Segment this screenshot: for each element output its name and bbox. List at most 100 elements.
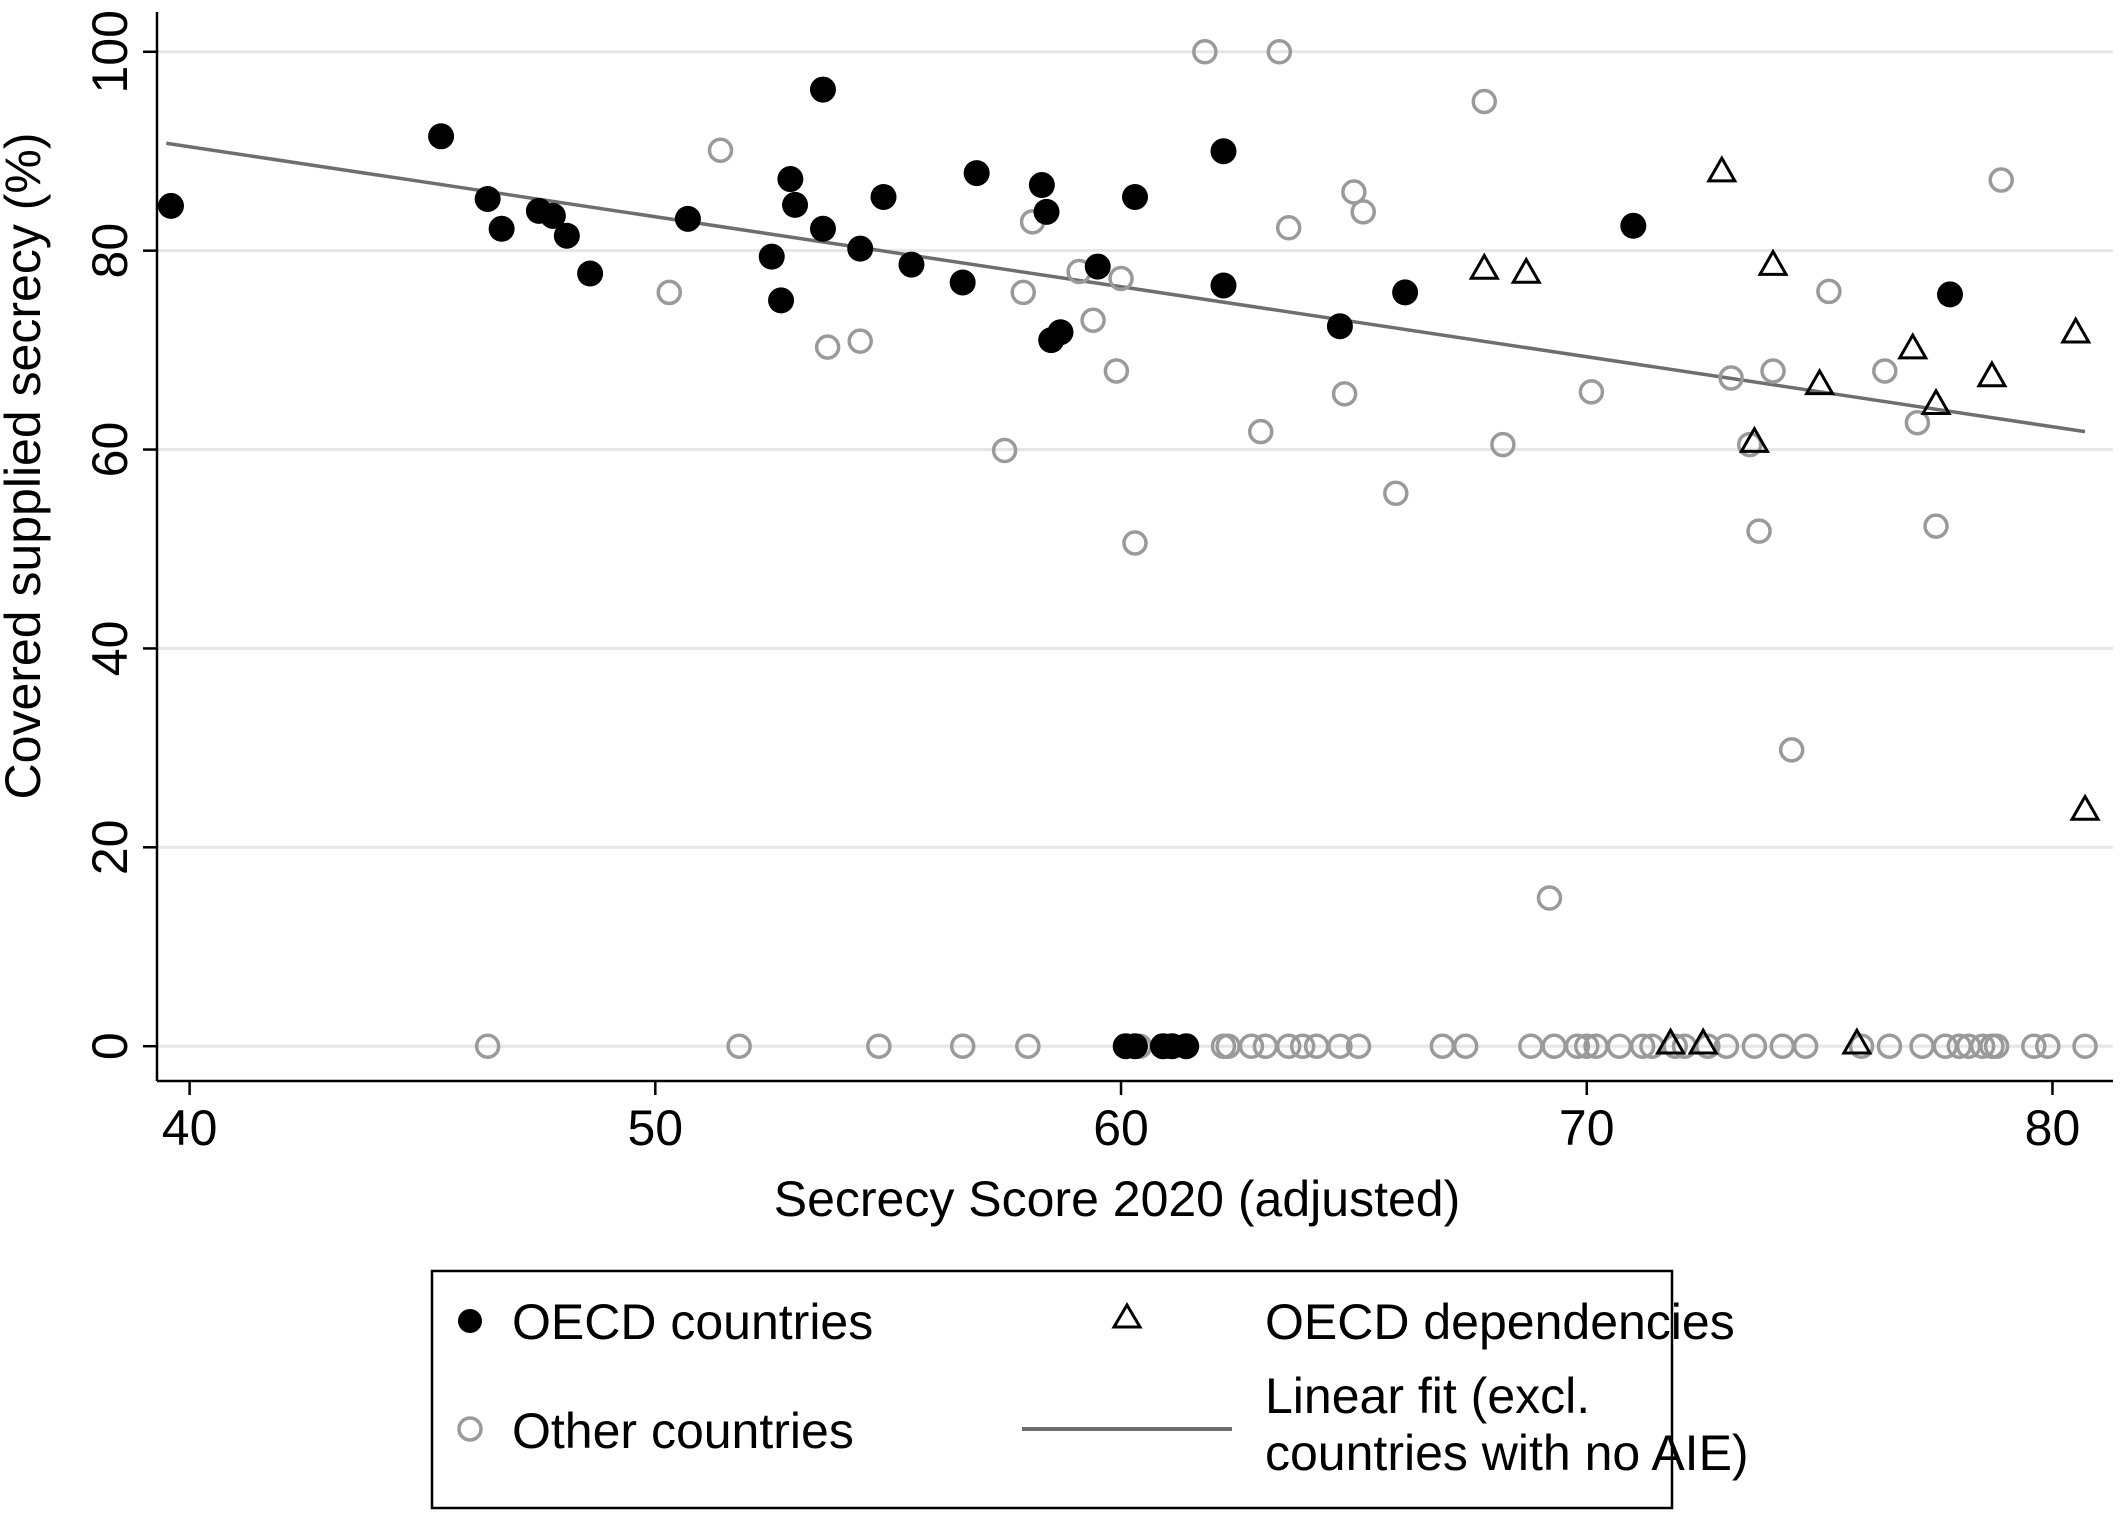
point-other-country [1662, 1033, 1688, 1059]
point-oecd-country [1210, 272, 1237, 299]
point-other-country [1713, 1033, 1740, 1059]
point-other-country [1122, 530, 1148, 556]
point-oecd-country [758, 243, 785, 270]
legend-marker-oecd-dependencies [1111, 1302, 1143, 1329]
point-oecd-country [1122, 183, 1148, 210]
legend-label-linear-fit-line1: Linear fit (excl. [1265, 1368, 1590, 1424]
point-other-country [866, 1033, 892, 1059]
y-tick-label: 40 [82, 621, 138, 677]
point-oecd-country [1047, 319, 1074, 346]
point-other-country [1490, 431, 1516, 458]
point-other-country [1736, 431, 1763, 458]
point-other-country [1266, 39, 1293, 65]
point-other-country [1583, 1033, 1609, 1059]
point-other-country [1988, 167, 2014, 193]
point-other-country [1718, 365, 1744, 391]
point-oecd-dependency [1706, 155, 1738, 183]
point-other-country [2072, 1033, 2098, 1059]
point-oecd-dependency [1510, 256, 1542, 284]
point-other-country [1383, 480, 1409, 507]
point-other-country [1792, 1033, 1819, 1059]
axes [155, 12, 2113, 1083]
point-other-country [1746, 518, 1772, 544]
point-other-country [474, 1033, 501, 1059]
point-other-country [1215, 1033, 1241, 1059]
point-oecd-country [1937, 281, 1963, 308]
point-oecd-dependency [2060, 316, 2092, 344]
point-oecd-country [157, 192, 184, 219]
point-other-country [1909, 1033, 1935, 1059]
point-oecd-country [1620, 212, 1647, 239]
point-other-country [1103, 358, 1130, 384]
x-tick-label: 80 [2025, 1100, 2081, 1156]
point-oecd-dependency [1897, 332, 1929, 360]
point-oecd-country [777, 166, 804, 193]
x-tick-label: 40 [162, 1100, 218, 1156]
grid-lines [157, 50, 2113, 1048]
x-tick-label: 60 [1093, 1100, 1149, 1156]
point-other-country [1471, 88, 1498, 115]
point-other-country [1629, 1033, 1656, 1059]
point-oecd-country [963, 160, 990, 187]
y-tick-label: 80 [82, 223, 138, 279]
point-oecd-country [1084, 253, 1111, 280]
legend-label-oecd-countries: OECD countries [512, 1294, 873, 1350]
point-oecd-dependency [1738, 425, 1770, 453]
point-oecd-country [1033, 198, 1060, 225]
legend-marker-other-countries [457, 1416, 483, 1442]
point-other-country [1564, 1033, 1591, 1059]
point-other-country [949, 1033, 976, 1059]
point-other-country [726, 1033, 752, 1059]
y-tick-label: 100 [82, 10, 138, 93]
point-other-country [814, 334, 841, 360]
point-oecd-country [768, 287, 795, 314]
point-oecd-country [949, 269, 976, 296]
data-points-layer [157, 39, 2101, 1060]
point-other-country [1252, 1033, 1279, 1059]
point-other-country [1741, 1033, 1768, 1059]
point-other-country [1872, 358, 1898, 384]
point-other-country [1345, 1033, 1372, 1059]
point-other-country [1015, 1033, 1041, 1059]
point-oecd-country [1210, 138, 1237, 165]
point-other-country [991, 437, 1018, 464]
point-other-country [1876, 1033, 1903, 1059]
point-other-country [1848, 1033, 1875, 1059]
legend-label-linear-fit-line2: countries with no AIE) [1265, 1425, 1749, 1481]
point-other-country [1289, 1033, 1316, 1059]
legend-label-oecd-dependencies: OECD dependencies [1265, 1294, 1735, 1350]
point-other-country [1247, 418, 1274, 445]
point-oecd-dependency [1687, 1027, 1719, 1055]
point-other-country [1778, 737, 1805, 763]
point-other-country [1108, 265, 1134, 292]
legend-label-other-countries: Other countries [512, 1403, 854, 1459]
point-other-country [1541, 1033, 1567, 1059]
point-other-country [847, 328, 873, 354]
point-other-country [1518, 1033, 1544, 1059]
point-other-country [1606, 1033, 1633, 1059]
x-tick-label: 70 [1559, 1100, 1615, 1156]
point-other-country [1192, 39, 1218, 65]
point-other-country [1536, 885, 1563, 911]
point-oecd-dependency [1976, 359, 2008, 388]
point-oecd-country [870, 183, 897, 210]
point-other-country [1429, 1033, 1456, 1059]
point-oecd-country [488, 215, 515, 242]
point-other-country [1275, 1033, 1302, 1059]
x-tick-label: 50 [628, 1100, 684, 1156]
point-other-country [1969, 1033, 1996, 1059]
point-other-country [1904, 409, 1931, 436]
point-other-country [1080, 307, 1106, 334]
point-oecd-country [1392, 279, 1419, 306]
point-other-country [1983, 1033, 2010, 1059]
point-other-country [2021, 1033, 2047, 1059]
point-other-country [1760, 358, 1786, 384]
point-other-country [1331, 381, 1358, 407]
point-oecd-country [782, 191, 809, 218]
point-other-country [656, 279, 683, 306]
point-other-country [1769, 1033, 1796, 1059]
x-axis-title: Secrecy Score 2020 (adjusted) [774, 1171, 1460, 1227]
point-oecd-dependency [2069, 793, 2101, 821]
y-tick-label: 60 [82, 422, 138, 478]
